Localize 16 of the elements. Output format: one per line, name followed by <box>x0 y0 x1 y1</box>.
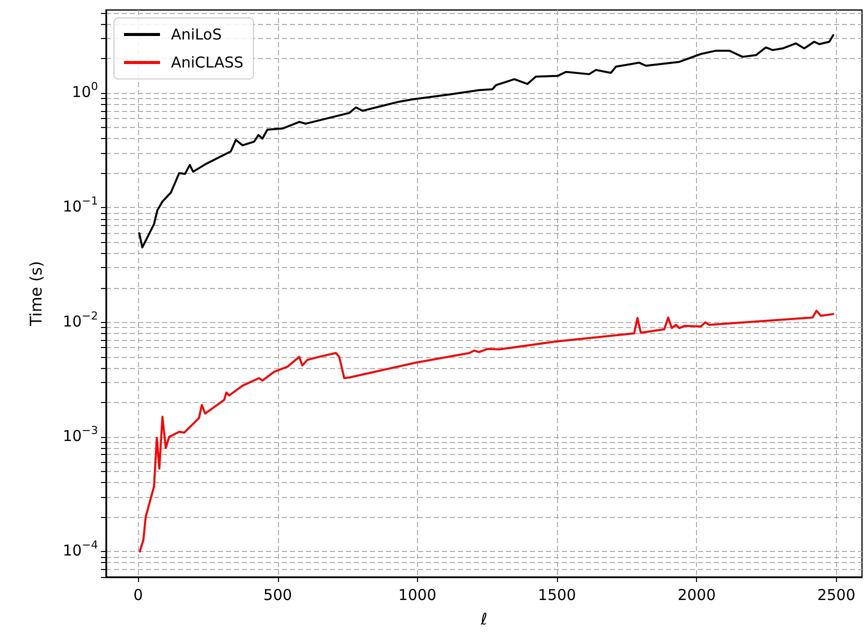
x-tick-label: 1000 <box>398 586 436 604</box>
x-tick-label: 2500 <box>817 586 856 604</box>
y-tick-label: 10$^{−3}$ <box>62 423 98 446</box>
y-axis-title: Time (s) <box>26 260 46 328</box>
y-tick-label: 10$^{−2}$ <box>62 308 98 330</box>
legend-label: AniCLASS <box>171 54 244 72</box>
y-tick-label: 10$^{−1}$ <box>62 194 98 216</box>
y-tick-label: 10$^{0}$ <box>72 80 98 102</box>
y-tick-label: 10$^{−4}$ <box>62 538 98 560</box>
line-series <box>138 310 834 553</box>
x-tick-label: 500 <box>263 586 292 604</box>
x-tick-label: 0 <box>133 586 143 604</box>
legend-label: AniLoS <box>171 26 222 44</box>
x-axis-title: ℓ <box>480 610 488 628</box>
x-tick-label: 2000 <box>678 586 716 604</box>
x-tick-label: 1500 <box>538 586 576 604</box>
